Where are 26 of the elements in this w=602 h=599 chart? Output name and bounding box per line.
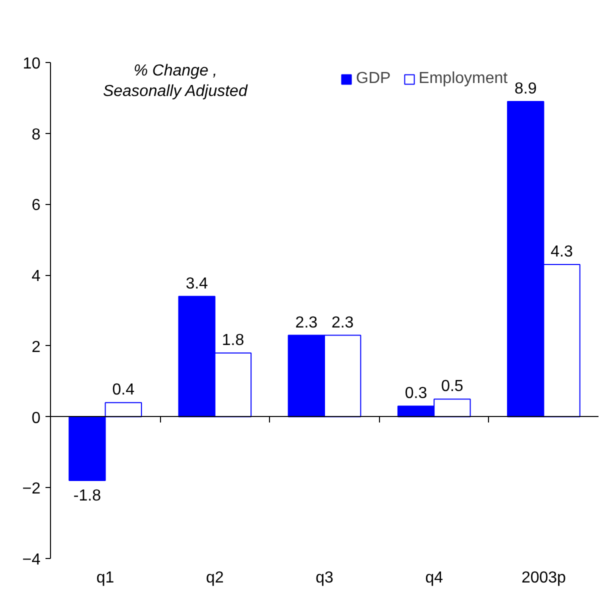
x-tick-label: q4 — [425, 570, 444, 586]
y-tick-label: 2 — [32, 338, 41, 356]
data-label: 4.3 — [550, 243, 574, 260]
data-label: 8.9 — [514, 80, 537, 98]
data-label: 0.3 — [404, 385, 428, 402]
y-tick-label: 4 — [32, 268, 41, 286]
data-label: 2.3 — [331, 314, 354, 332]
x-tick-label: 2003p — [521, 570, 566, 586]
x-tick-label: q2 — [206, 570, 224, 586]
data-label: 1.8 — [222, 332, 244, 350]
y-tick-label: 10 — [22, 56, 41, 72]
data-label: 0.5 — [441, 378, 464, 396]
y-tick-label: 8 — [32, 126, 41, 144]
x-tick-label: q3 — [316, 570, 334, 586]
legend-label: GDP — [356, 70, 391, 88]
data-label: -1.8 — [73, 488, 102, 505]
y-tick-label: 0 — [32, 410, 41, 427]
y-tick-label: 6 — [32, 197, 41, 214]
data-label: 0.4 — [112, 382, 135, 399]
y-tick-label: −4 — [22, 552, 41, 568]
y-axis-title: % Change , Seasonally Adjusted — [102, 62, 248, 100]
legend-label: Employment — [418, 70, 508, 88]
data-label: 2.3 — [295, 314, 318, 332]
data-label: 3.4 — [186, 275, 208, 292]
x-tick-label: q1 — [96, 570, 114, 586]
y-tick-label: −2 — [22, 480, 41, 498]
